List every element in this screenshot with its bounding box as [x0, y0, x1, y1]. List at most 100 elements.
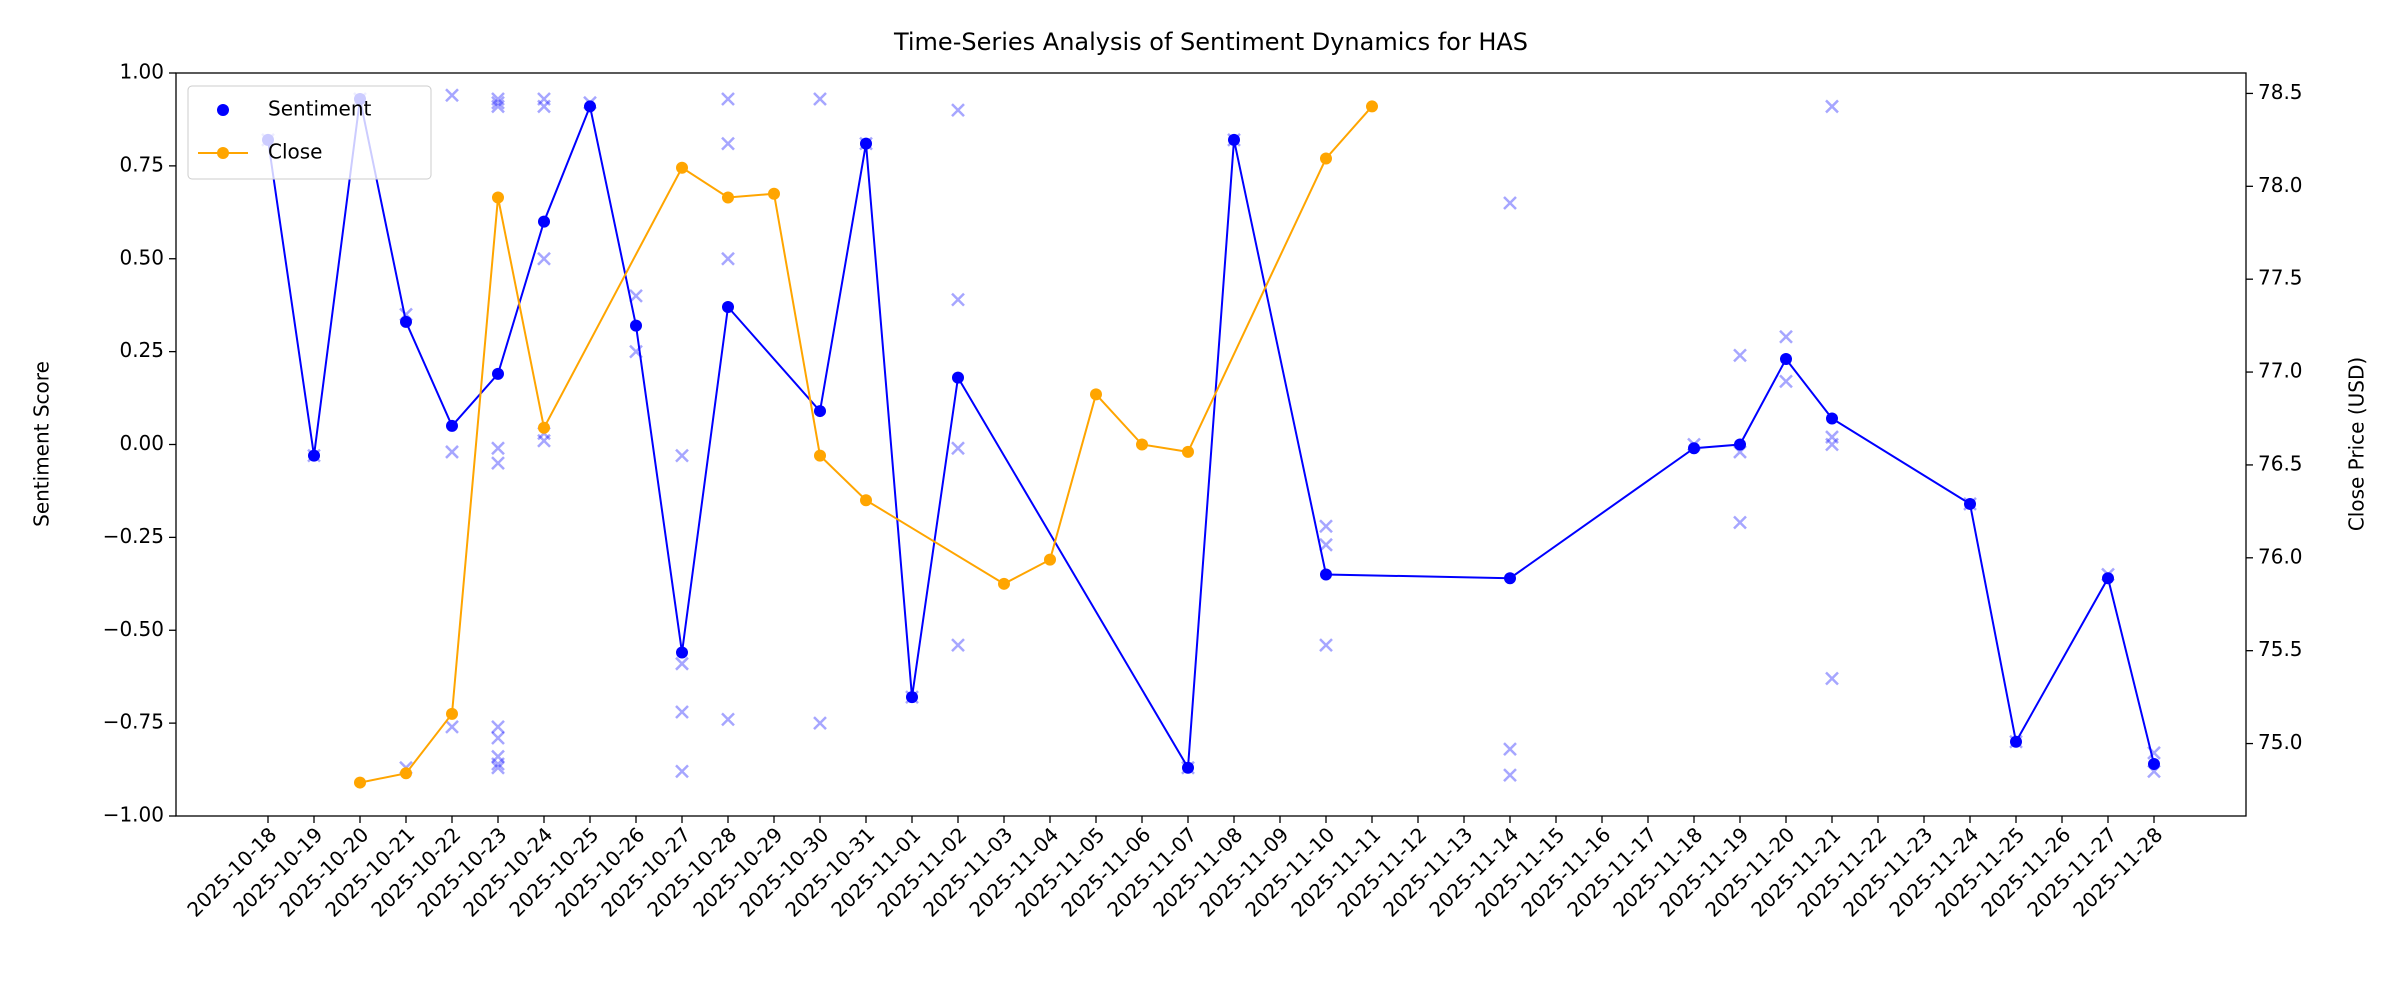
sentiment-marker [491, 95, 505, 110]
data-point [1182, 761, 1194, 774]
data-point [676, 161, 688, 174]
legend-box [187, 85, 432, 180]
y-tick-label: 0.00 [119, 431, 164, 455]
sentiment-marker [491, 456, 505, 470]
data-point [952, 371, 964, 384]
data-point [538, 421, 550, 434]
sentiment-marker [1503, 196, 1517, 210]
sentiment-marker [1319, 537, 1333, 552]
data-point [814, 449, 826, 462]
y-tick-label: −0.50 [103, 617, 164, 641]
data-point [2102, 572, 2114, 585]
data-point [768, 187, 780, 200]
data-point [1780, 353, 1792, 366]
data-point [1228, 133, 1240, 146]
plot-frame [175, 72, 2247, 817]
chart-title: Time-Series Analysis of Sentiment Dynami… [893, 28, 1528, 56]
data-point [446, 707, 458, 720]
data-point [676, 646, 688, 659]
data-point [1366, 100, 1378, 113]
data-point [906, 691, 918, 704]
sentiment-marker [951, 638, 965, 652]
data-point [2010, 735, 2022, 748]
sentiment-marker [445, 88, 459, 103]
y-tick-label: 0.25 [119, 338, 164, 362]
legend-label: Close [268, 140, 322, 164]
legend-label: Sentiment [268, 97, 372, 121]
sentiment-marker [491, 719, 505, 734]
sentiment-marker [537, 251, 551, 266]
y2-tick-label: 78.5 [2258, 80, 2303, 104]
sentiment-marker [675, 705, 689, 719]
data-point [1734, 438, 1746, 451]
sentiment-marker [813, 716, 827, 731]
data-point [492, 367, 504, 380]
data-point [400, 767, 412, 780]
data-point [1320, 568, 1332, 581]
y-tick-label: −0.75 [103, 710, 164, 734]
data-point [860, 137, 872, 150]
sentiment-marker [445, 719, 459, 734]
sentiment-marker [1825, 671, 1839, 686]
sentiment-marker [445, 445, 459, 459]
data-point [1044, 553, 1056, 566]
series-line [267, 98, 2155, 771]
y2-tick-label: 75.0 [2258, 730, 2303, 754]
data-point [1182, 445, 1194, 458]
data-point [308, 449, 320, 462]
y2-tick-label: 78.0 [2258, 173, 2303, 197]
y2-tick-label: 76.0 [2258, 544, 2303, 568]
y2-tick-label: 77.5 [2258, 266, 2303, 290]
sentiment-marker [1733, 515, 1747, 530]
sentiment-marker [951, 103, 965, 118]
sentiment-marker [675, 764, 689, 779]
sentiment-marker [1825, 99, 1839, 114]
y-tick-label: −0.25 [103, 524, 164, 548]
data-point [1320, 152, 1332, 165]
y2-tick-label: 75.5 [2258, 637, 2303, 661]
y-tick-label: −1.00 [103, 803, 164, 827]
sentiment-marker [1733, 348, 1747, 363]
sentiment-marker [1319, 519, 1333, 534]
sentiment-marker [1319, 638, 1333, 652]
y2-axis-label: Close Price (USD) [2345, 357, 2369, 531]
data-point [1964, 497, 1976, 510]
data-point [998, 577, 1010, 590]
sentiment-marker [675, 448, 689, 463]
sentiment-marker [491, 99, 505, 114]
sentiment-marker [491, 441, 505, 456]
sentiment-marker [629, 289, 643, 303]
sentiment-marker [951, 292, 965, 307]
legend-marker [217, 147, 229, 159]
sentiment-marker [675, 656, 689, 671]
sentiment-marker [537, 99, 551, 114]
data-point [1826, 412, 1838, 425]
data-point [1090, 388, 1102, 401]
sentiment-marker [721, 92, 735, 106]
data-point [722, 301, 734, 314]
data-point [1504, 572, 1516, 585]
sentiment-marker [491, 757, 505, 771]
data-point [354, 776, 366, 789]
sentiment-marker [1503, 768, 1517, 783]
sentiment-marker [813, 92, 827, 106]
sentiment-marker [491, 760, 505, 775]
sentiment-marker [951, 441, 965, 456]
series-line [359, 105, 1373, 784]
data-point [538, 215, 550, 228]
sentiment-marker [1779, 374, 1793, 389]
data-point [584, 100, 596, 113]
sentiment-marker [537, 92, 551, 106]
y-tick-label: 0.50 [119, 245, 164, 269]
data-point [630, 319, 642, 332]
data-point [814, 405, 826, 418]
sentiment-marker [1779, 329, 1793, 344]
sentiment-marker [1825, 430, 1839, 444]
y-tick-label: 0.75 [119, 152, 164, 176]
data-point [400, 315, 412, 328]
sentiment-marker [491, 731, 505, 745]
sentiment-marker [721, 712, 735, 727]
legend-marker [217, 104, 229, 116]
sentiment-marker [491, 92, 505, 106]
data-point [722, 191, 734, 204]
